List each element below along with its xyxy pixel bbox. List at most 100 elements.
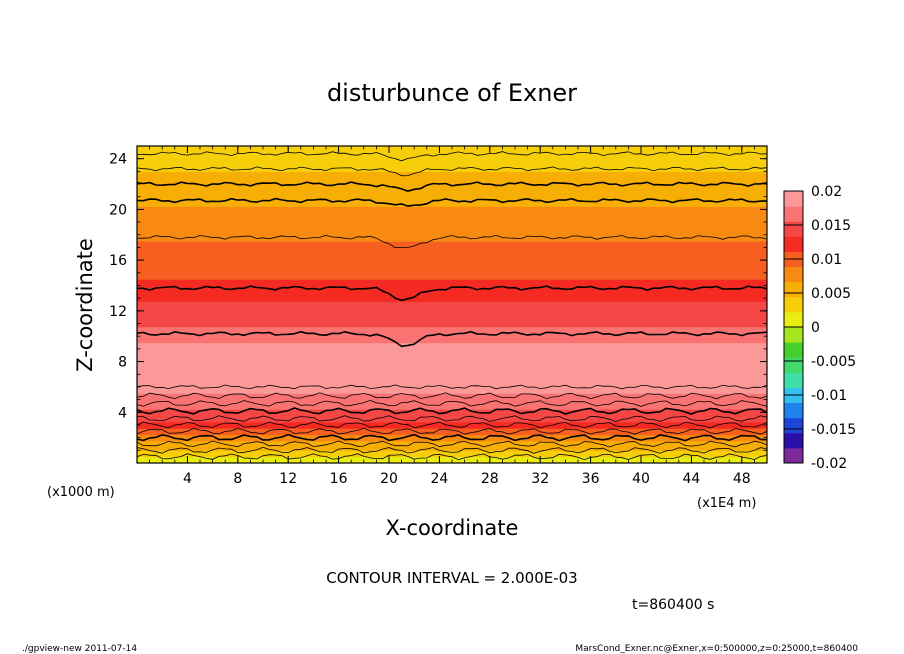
field-band [137, 241, 767, 245]
field-band [137, 355, 767, 359]
field-band [137, 326, 767, 331]
y-tick-label: 8 [118, 355, 127, 371]
field-band [137, 209, 767, 214]
field-band [137, 149, 767, 153]
x-tick-label: 32 [531, 471, 549, 487]
colorbar-segment [784, 281, 803, 298]
field-band [137, 345, 767, 350]
x-axis-label: X-coordinate [386, 516, 519, 540]
field-band [137, 266, 767, 271]
y-unit-label: (x1000 m) [47, 485, 115, 500]
field-band [137, 405, 767, 410]
colorbar-segment [784, 296, 803, 313]
x-tick-label: 16 [330, 471, 348, 487]
footer-right: MarsCond_Exner.nc@Exner,x=0:500000,z=0:2… [575, 644, 858, 654]
field-band [137, 180, 767, 185]
colorbar-segment [784, 342, 803, 358]
field-band [137, 234, 767, 239]
field-band [137, 386, 767, 391]
field-band [137, 431, 767, 436]
contour-line [137, 421, 767, 429]
contour-line [137, 181, 767, 192]
field-band [137, 187, 767, 191]
colorbar-label: 0 [811, 320, 820, 336]
colorbar-label: -0.02 [811, 456, 847, 472]
colorbar-segment [784, 402, 803, 419]
colorbar-segment [784, 417, 803, 434]
field-band [137, 222, 767, 226]
x-tick-label: 40 [632, 471, 650, 487]
field-band [137, 228, 767, 233]
field-band [137, 237, 767, 242]
field-band [137, 364, 767, 369]
field-band [137, 279, 767, 283]
field-band [137, 380, 767, 385]
x-axis: 4 8 12 16 20 24 28 32 36 40 44 48 [136, 146, 768, 487]
colorbar-label: -0.005 [811, 354, 856, 370]
field-band [137, 231, 767, 236]
field-band [137, 317, 767, 321]
colorbar-label: 0.02 [811, 184, 842, 200]
field-band [137, 165, 767, 169]
field-band [137, 383, 767, 388]
colorbar: 0.02 0.015 0.01 0.005 0 -0.005 -0.01 -0.015 -0.0… [783, 184, 856, 472]
field-band [137, 418, 767, 423]
field-band [137, 348, 767, 353]
field-band [137, 288, 767, 293]
colorbar-segment [784, 221, 803, 237]
field-band [137, 256, 767, 261]
field-band [137, 298, 767, 302]
contour-line [137, 407, 767, 415]
contour-line [137, 392, 767, 400]
y-axis-label: Z-coordinate [73, 238, 97, 372]
field-band [137, 218, 767, 223]
colorbar-segment [784, 432, 803, 449]
contour-line [137, 399, 767, 407]
field-band [137, 437, 767, 442]
field-band [137, 225, 767, 230]
y-tick-label: 20 [109, 202, 127, 218]
field-band [137, 402, 767, 407]
field-band [137, 291, 767, 296]
contour-line [137, 285, 767, 302]
y-tick-label: 16 [109, 253, 127, 269]
colorbar-segment [784, 191, 803, 207]
field-band [137, 263, 767, 268]
x-tick-label: 4 [183, 471, 192, 487]
field-band [137, 361, 767, 366]
colorbar-segment [784, 357, 803, 373]
x-tick-label: 36 [582, 471, 600, 487]
contour-line [137, 151, 767, 162]
field-band [137, 190, 767, 195]
field-band [137, 304, 767, 309]
field-band [137, 415, 767, 420]
field-band [137, 282, 767, 287]
field-band [137, 193, 767, 198]
field-band [137, 390, 767, 394]
field-band [137, 314, 767, 318]
colorbar-segment [784, 327, 803, 343]
field-band [137, 294, 767, 299]
field-band [137, 323, 767, 328]
field-band [137, 320, 767, 325]
contour-line [137, 330, 767, 348]
contour-line [137, 234, 767, 249]
contour-line [137, 440, 767, 448]
field-band [137, 396, 767, 401]
colorbar-segment [784, 266, 803, 283]
chart-title: disturbunce of Exner [327, 79, 577, 107]
field-band [137, 250, 767, 255]
x-tick-label: 20 [380, 471, 398, 487]
y-axis: 4 8 12 16 20 24 [109, 145, 767, 464]
contour-field [137, 146, 767, 463]
field-band [137, 339, 767, 344]
field-band [137, 367, 767, 372]
field-band [137, 310, 767, 315]
field-band [137, 212, 767, 217]
field-band [137, 174, 767, 179]
field-band [137, 307, 767, 312]
contour-line [137, 427, 767, 435]
field-band [137, 272, 767, 277]
contour-line [137, 415, 767, 423]
